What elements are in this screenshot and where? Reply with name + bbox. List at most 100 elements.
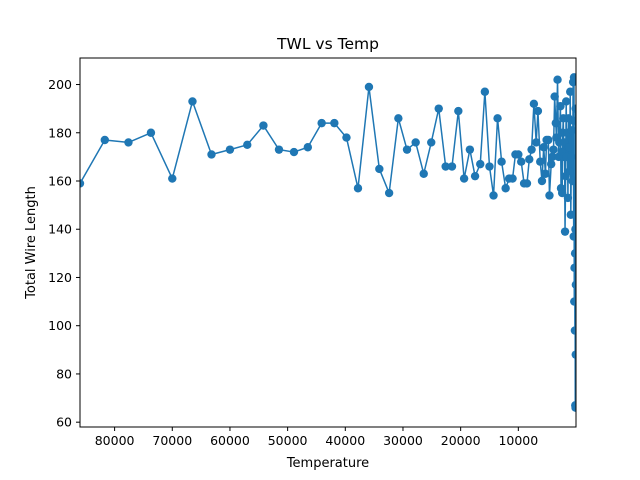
data-point — [550, 92, 559, 101]
data-point — [508, 174, 517, 183]
x-tick-label: 70000 — [152, 433, 192, 448]
y-axis-ticks: 60 80 100 120 140 160 180 200 — [48, 77, 80, 430]
data-point — [547, 159, 556, 169]
data-point — [567, 126, 576, 135]
data-point — [317, 118, 326, 128]
y-tick-label: 200 — [48, 77, 72, 92]
y-tick-label: 60 — [56, 415, 72, 430]
data-point — [476, 159, 485, 169]
data-point — [569, 116, 576, 125]
data-point — [570, 297, 576, 306]
data-point — [567, 152, 576, 162]
data-point — [330, 118, 339, 128]
data-point — [480, 87, 490, 96]
data-point — [100, 135, 110, 145]
data-point — [501, 184, 510, 193]
data-point — [571, 104, 576, 113]
data-point — [459, 174, 469, 183]
series-line — [80, 76, 576, 409]
data-point — [533, 106, 543, 116]
data-point — [566, 87, 575, 96]
data-point — [146, 128, 156, 137]
data-point — [259, 121, 268, 130]
data-point — [441, 162, 450, 171]
data-point — [124, 138, 133, 147]
data-point — [571, 403, 576, 412]
data-point — [557, 188, 567, 198]
data-point — [527, 145, 536, 154]
chart-title: TWL vs Temp — [276, 35, 379, 53]
y-tick-label: 100 — [48, 318, 72, 333]
data-point — [529, 99, 539, 109]
data-point — [539, 143, 548, 152]
data-point — [541, 169, 550, 178]
data-point — [568, 176, 576, 186]
data-point — [485, 162, 494, 171]
data-point — [434, 104, 443, 113]
data-point — [188, 97, 197, 106]
data-point — [537, 176, 547, 186]
data-point — [168, 174, 177, 183]
plot-area — [80, 73, 576, 412]
y-tick-label: 80 — [56, 366, 72, 381]
x-tick-label: 80000 — [95, 433, 135, 448]
data-point — [564, 143, 574, 152]
data-point — [525, 155, 534, 164]
data-point — [569, 232, 576, 241]
series-0 — [80, 73, 576, 412]
data-point — [411, 138, 420, 147]
data-point — [514, 150, 523, 159]
data-point — [225, 145, 235, 154]
y-tick-label: 180 — [48, 125, 72, 140]
data-point — [80, 179, 85, 188]
x-tick-label: 30000 — [383, 433, 423, 448]
data-point — [565, 167, 574, 176]
data-point — [384, 188, 394, 198]
data-point — [470, 171, 480, 181]
data-point — [375, 164, 384, 174]
data-point — [548, 152, 557, 162]
x-tick-label: 50000 — [268, 433, 308, 448]
data-point — [427, 138, 436, 147]
data-point — [394, 114, 403, 123]
data-point — [364, 82, 374, 92]
data-point — [570, 249, 576, 258]
data-point — [342, 133, 351, 142]
data-point — [571, 350, 576, 359]
data-point — [419, 169, 428, 178]
y-axis-label: Total Wire Length — [24, 186, 39, 300]
data-point — [454, 106, 463, 116]
data-point — [289, 147, 299, 157]
data-point — [562, 97, 571, 106]
data-point — [497, 157, 506, 166]
data-point — [447, 162, 457, 171]
x-tick-label: 60000 — [210, 433, 250, 448]
x-tick-label: 20000 — [441, 433, 481, 448]
data-point — [274, 145, 284, 154]
data-point — [303, 143, 313, 152]
data-point — [465, 145, 475, 154]
plot-frame — [79, 57, 577, 428]
data-point — [570, 326, 576, 335]
data-point — [560, 227, 570, 236]
y-tick-label: 160 — [48, 174, 72, 189]
x-axis-ticks: 80000 70000 60000 50000 40000 30000 20000 10000 — [95, 427, 538, 448]
data-point — [402, 145, 412, 154]
data-point — [571, 225, 576, 234]
data-point — [489, 191, 498, 200]
data-point — [563, 193, 573, 203]
data-point — [536, 157, 545, 166]
data-point — [569, 73, 576, 82]
data-point — [556, 102, 565, 111]
data-point — [551, 118, 561, 128]
data-point — [522, 179, 532, 188]
data-point — [570, 210, 576, 219]
data-point — [532, 138, 541, 147]
y-tick-label: 140 — [48, 222, 72, 237]
data-point — [553, 75, 562, 84]
data-point — [545, 191, 554, 200]
x-tick-label: 10000 — [498, 433, 538, 448]
data-point — [549, 145, 558, 154]
data-point — [243, 140, 252, 150]
